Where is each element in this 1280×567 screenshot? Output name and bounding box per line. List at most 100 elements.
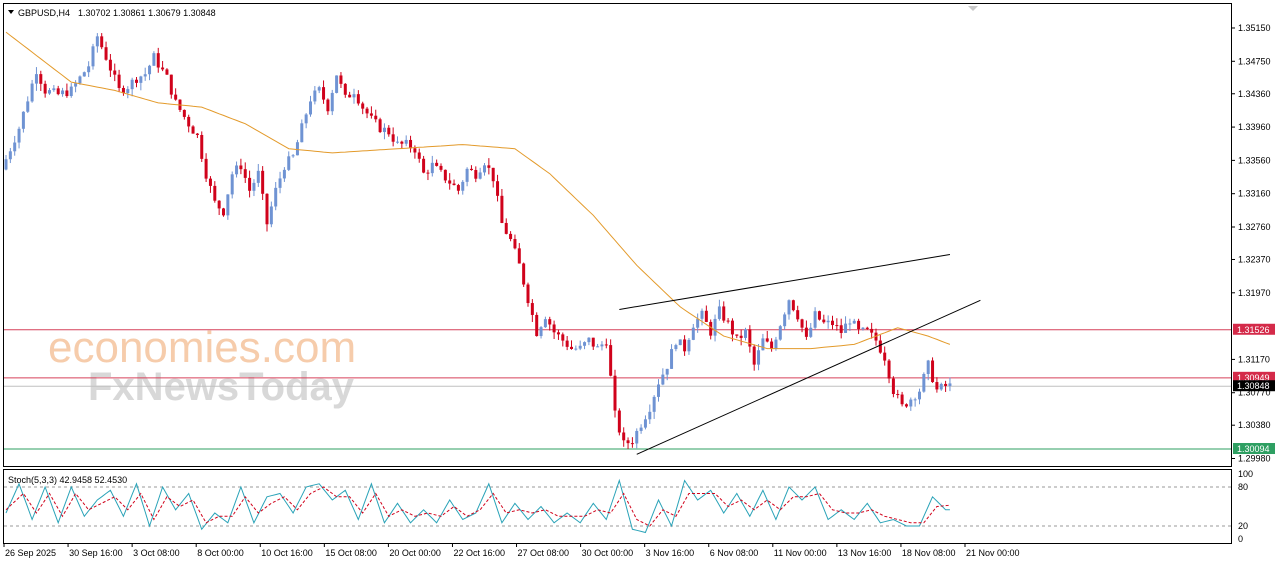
candle-body (43, 83, 47, 94)
candle-body (948, 383, 952, 386)
stoch-main-line (5, 478, 950, 534)
candle-body (435, 162, 439, 166)
candle-body (483, 165, 486, 173)
candle-body (543, 319, 547, 328)
candle-body (904, 404, 908, 407)
candle-body (465, 168, 469, 182)
time-tick-label: 15 Oct 08:00 (325, 548, 377, 558)
stoch-pane[interactable] (3, 469, 1232, 544)
stoch-signal-line (5, 486, 950, 527)
candle-body (152, 53, 156, 66)
candle-body (34, 74, 38, 84)
candle-body (639, 427, 643, 431)
time-axis: 26 Sep 2025 30 Sep 16:00 3 Oct 08:00 8 Oct … (3, 543, 1020, 558)
candle-body (117, 74, 121, 88)
candle-body (335, 75, 339, 93)
candle-body (696, 318, 700, 328)
main-pane[interactable] (3, 3, 1232, 467)
candle-body (717, 306, 721, 319)
time-tick-label: 18 Nov 08:00 (902, 548, 956, 558)
candle-body (835, 325, 839, 327)
candle-body (744, 329, 747, 338)
candle-body (730, 320, 734, 335)
candle-body (491, 167, 495, 182)
price-tick-label: 1.30380 (1238, 420, 1271, 430)
candle-body (852, 320, 856, 324)
candle-body (309, 101, 312, 115)
candle-body (213, 185, 217, 201)
candle-body (861, 327, 865, 330)
candle-body (174, 94, 178, 100)
price-tag (1233, 371, 1275, 383)
trend-lines (619, 253, 981, 455)
price-tag-label: 1.30848 (1237, 381, 1270, 391)
candle-body (391, 134, 395, 142)
candle-body (200, 134, 204, 159)
candle-body (217, 200, 221, 209)
candle-body (474, 170, 478, 179)
candle-body (831, 320, 834, 326)
price-tag-label: 1.30949 (1237, 373, 1270, 383)
candle-body (261, 170, 265, 194)
candle-body (208, 178, 212, 186)
price-tick-label: 1.33160 (1238, 189, 1271, 199)
time-tick-label: 11 Nov 00:00 (774, 548, 827, 558)
candle-body (430, 162, 434, 174)
candle-body (78, 76, 82, 84)
price-tick-label: 1.30770 (1238, 388, 1271, 398)
candle-body (74, 83, 78, 87)
dropdown-arrow-icon[interactable] (8, 10, 14, 14)
price-tag-label: 1.31526 (1237, 325, 1270, 335)
candle-body (439, 165, 443, 170)
candle-body (295, 142, 299, 156)
candle-body (52, 88, 56, 91)
candle-body (369, 113, 373, 116)
time-tick-label: 6 Nov 08:00 (710, 548, 759, 558)
candle-body (456, 185, 460, 191)
candle-body (587, 337, 591, 343)
candle-body (578, 345, 582, 349)
candle-body (822, 319, 826, 323)
candle-body (243, 169, 247, 178)
candle-body (739, 335, 743, 338)
candle-body (48, 90, 51, 94)
candle-body (13, 142, 17, 152)
candle-body (204, 158, 208, 179)
candle-body (670, 349, 674, 369)
candle-body (61, 90, 65, 95)
candle-body (635, 430, 639, 444)
candle-body (378, 119, 382, 133)
candle-body (343, 83, 347, 95)
candle-body (617, 410, 621, 433)
candle-body (565, 340, 569, 347)
symbol-label: GBPUSD,H4 (18, 8, 70, 18)
candle-body (939, 383, 943, 390)
price-tick-label: 1.34750 (1238, 56, 1271, 66)
price-tick-label: 1.31170 (1238, 354, 1270, 364)
candle-body (891, 378, 895, 395)
time-tick-label: 3 Nov 16:00 (646, 548, 695, 558)
trend-line (619, 253, 951, 310)
candle-body (683, 339, 687, 352)
candle-body (121, 87, 125, 94)
time-tick-label: 10 Oct 16:00 (261, 548, 313, 558)
candle-body (265, 193, 269, 225)
candle-body (791, 300, 795, 311)
candle-body (291, 155, 295, 157)
candle-body (56, 88, 60, 95)
ohlc-values: 1.30702 1.30861 1.30679 1.30848 (78, 8, 216, 18)
candle-body (796, 310, 800, 320)
candle-body (21, 111, 25, 129)
candle-body (709, 321, 713, 336)
watermark-fxnewstoday: FxNewsToday (88, 365, 355, 409)
time-tick-label: 22 Oct 16:00 (453, 548, 505, 558)
candle-body (774, 339, 778, 349)
candle-body (604, 344, 608, 346)
candle-body (222, 208, 225, 216)
candle-body (735, 334, 739, 336)
candle-body (687, 339, 691, 352)
candle-body (487, 165, 491, 168)
candle-body (104, 47, 108, 60)
candle-body (148, 65, 152, 75)
